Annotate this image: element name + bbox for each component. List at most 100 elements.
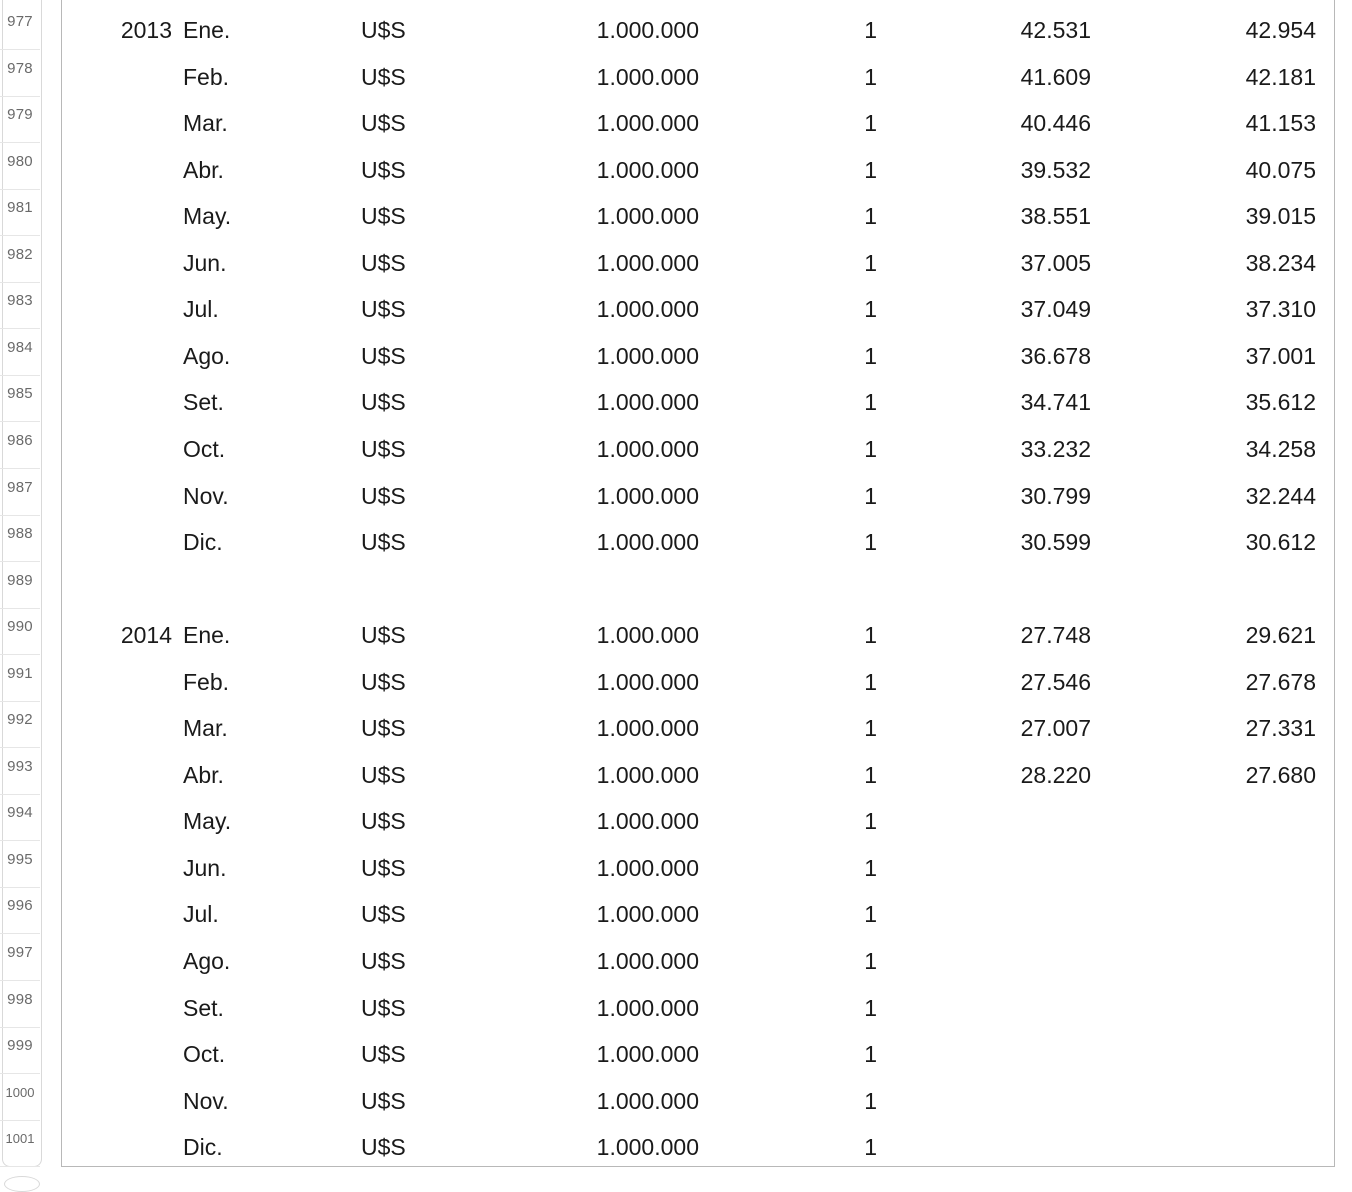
- month-cell[interactable]: Feb.: [183, 668, 230, 695]
- value-b-cell[interactable]: 34.258: [1245, 435, 1316, 462]
- quantity-cell[interactable]: 1: [864, 203, 877, 230]
- currency-cell[interactable]: U$S: [361, 622, 406, 649]
- currency-cell[interactable]: U$S: [361, 63, 406, 90]
- value-b-cell[interactable]: 41.153: [1245, 110, 1316, 137]
- month-cell[interactable]: Ene.: [183, 17, 231, 43]
- row-header[interactable]: 996: [0, 888, 40, 935]
- row-header[interactable]: 998: [0, 982, 40, 1028]
- year-cell[interactable]: 2013: [120, 17, 172, 43]
- month-cell[interactable]: Oct.: [183, 435, 226, 462]
- value-a-cell[interactable]: 42.531: [1020, 17, 1091, 43]
- amount-cell[interactable]: 1.000.000: [596, 1134, 699, 1161]
- row-header[interactable]: 990: [0, 609, 40, 656]
- currency-cell[interactable]: U$S: [361, 1087, 406, 1114]
- row-header[interactable]: 988: [0, 516, 40, 563]
- amount-cell[interactable]: 1.000.000: [596, 249, 699, 276]
- value-a-cell[interactable]: 36.678: [1020, 342, 1091, 369]
- value-a-cell[interactable]: 27.748: [1020, 622, 1091, 649]
- value-b-cell[interactable]: 42.181: [1245, 63, 1316, 90]
- month-cell[interactable]: Jun.: [183, 249, 227, 276]
- month-cell[interactable]: Abr.: [183, 156, 224, 183]
- currency-cell[interactable]: U$S: [361, 296, 406, 323]
- quantity-cell[interactable]: 1: [864, 715, 877, 742]
- value-a-cell[interactable]: 38.551: [1020, 203, 1091, 230]
- currency-cell[interactable]: U$S: [361, 529, 406, 556]
- quantity-cell[interactable]: 1: [864, 1087, 877, 1114]
- amount-cell[interactable]: 1.000.000: [596, 808, 699, 835]
- value-b-cell[interactable]: 30.612: [1245, 529, 1316, 556]
- amount-cell[interactable]: 1.000.000: [596, 854, 699, 881]
- quantity-cell[interactable]: 1: [864, 901, 877, 928]
- currency-cell[interactable]: U$S: [361, 156, 406, 183]
- currency-cell[interactable]: U$S: [361, 715, 406, 742]
- amount-cell[interactable]: 1.000.000: [596, 529, 699, 556]
- month-cell[interactable]: Set.: [183, 389, 224, 416]
- amount-cell[interactable]: 1.000.000: [596, 668, 699, 695]
- value-b-cell[interactable]: 40.075: [1245, 156, 1316, 183]
- quantity-cell[interactable]: 1: [864, 854, 877, 881]
- amount-cell[interactable]: 1.000.000: [596, 482, 699, 509]
- row-header[interactable]: 978: [0, 51, 40, 97]
- row-header[interactable]: 1001: [0, 1121, 40, 1168]
- quantity-cell[interactable]: 1: [864, 808, 877, 835]
- amount-cell[interactable]: 1.000.000: [596, 622, 699, 649]
- value-b-cell[interactable]: 32.244: [1245, 482, 1316, 509]
- month-cell[interactable]: Set.: [183, 994, 224, 1021]
- amount-cell[interactable]: 1.000.000: [596, 1087, 699, 1114]
- row-header[interactable]: 984: [0, 330, 40, 376]
- quantity-cell[interactable]: 1: [864, 529, 877, 556]
- row-header[interactable]: 992: [0, 702, 40, 749]
- amount-cell[interactable]: 1.000.000: [596, 761, 699, 788]
- quantity-cell[interactable]: 1: [864, 17, 877, 43]
- month-cell[interactable]: Ago.: [183, 342, 231, 369]
- currency-cell[interactable]: U$S: [361, 901, 406, 928]
- currency-cell[interactable]: U$S: [361, 668, 406, 695]
- value-a-cell[interactable]: 40.446: [1020, 110, 1091, 137]
- row-header[interactable]: 985: [0, 376, 40, 423]
- row-header[interactable]: 994: [0, 795, 40, 842]
- currency-cell[interactable]: U$S: [361, 761, 406, 788]
- currency-cell[interactable]: U$S: [361, 249, 406, 276]
- row-header[interactable]: 997: [0, 935, 40, 981]
- value-a-cell[interactable]: 28.220: [1020, 761, 1091, 788]
- currency-cell[interactable]: U$S: [361, 435, 406, 462]
- value-b-cell[interactable]: 38.234: [1245, 249, 1316, 276]
- amount-cell[interactable]: 1.000.000: [596, 342, 699, 369]
- value-a-cell[interactable]: 37.049: [1020, 296, 1091, 323]
- value-b-cell[interactable]: 37.001: [1245, 342, 1316, 369]
- month-cell[interactable]: Oct.: [183, 1041, 226, 1068]
- quantity-cell[interactable]: 1: [864, 668, 877, 695]
- row-header[interactable]: 1000: [0, 1075, 40, 1121]
- year-cell[interactable]: 2014: [120, 622, 172, 649]
- amount-cell[interactable]: 1.000.000: [596, 63, 699, 90]
- quantity-cell[interactable]: 1: [864, 1041, 877, 1068]
- row-header[interactable]: 993: [0, 749, 40, 795]
- month-cell[interactable]: Dic.: [183, 529, 223, 556]
- value-a-cell[interactable]: 39.532: [1020, 156, 1091, 183]
- row-header[interactable]: 989: [0, 563, 40, 609]
- row-header[interactable]: 982: [0, 237, 40, 283]
- value-b-cell[interactable]: 27.678: [1245, 668, 1316, 695]
- quantity-cell[interactable]: 1: [864, 482, 877, 509]
- amount-cell[interactable]: 1.000.000: [596, 948, 699, 974]
- currency-cell[interactable]: U$S: [361, 482, 406, 509]
- month-cell[interactable]: Abr.: [183, 761, 224, 788]
- amount-cell[interactable]: 1.000.000: [596, 203, 699, 230]
- currency-cell[interactable]: U$S: [361, 994, 406, 1021]
- quantity-cell[interactable]: 1: [864, 761, 877, 788]
- quantity-cell[interactable]: 1: [864, 435, 877, 462]
- value-b-cell[interactable]: 27.680: [1245, 761, 1316, 788]
- value-b-cell[interactable]: 42.954: [1245, 17, 1316, 43]
- row-header[interactable]: 980: [0, 144, 40, 190]
- row-header[interactable]: 981: [0, 190, 40, 237]
- month-cell[interactable]: May.: [183, 203, 232, 230]
- value-b-cell[interactable]: 27.331: [1245, 715, 1316, 742]
- quantity-cell[interactable]: 1: [864, 249, 877, 276]
- quantity-cell[interactable]: 1: [864, 296, 877, 323]
- quantity-cell[interactable]: 1: [864, 994, 877, 1021]
- amount-cell[interactable]: 1.000.000: [596, 994, 699, 1021]
- row-header[interactable]: 987: [0, 470, 40, 516]
- month-cell[interactable]: Jul.: [183, 296, 219, 323]
- currency-cell[interactable]: U$S: [361, 203, 406, 230]
- month-cell[interactable]: Ene.: [183, 622, 231, 649]
